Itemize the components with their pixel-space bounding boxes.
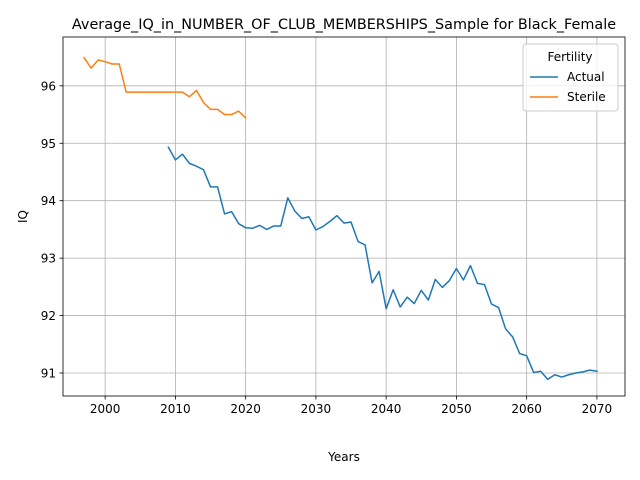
- series-lines: [83, 56, 598, 381]
- legend: Fertility Actual Sterile: [522, 43, 619, 112]
- plot-frame: [62, 36, 626, 397]
- series-line-sterile: [83, 56, 247, 120]
- x-tick-label: 2070: [582, 402, 613, 416]
- x-tick-label: 2040: [371, 402, 402, 416]
- x-tick-label: 2060: [511, 402, 542, 416]
- x-tick-label: 2000: [90, 402, 121, 416]
- y-tick-label: 93: [41, 252, 56, 266]
- y-tick-label: 92: [41, 309, 56, 323]
- chart-title: Average_IQ_in_NUMBER_OF_CLUB_MEMBERSHIPS…: [72, 17, 616, 33]
- legend-label-actual: Actual: [567, 70, 605, 84]
- x-tick-label: 2030: [301, 402, 332, 416]
- x-tick-label: 2050: [441, 402, 472, 416]
- y-tick-label: 95: [41, 137, 56, 151]
- y-tick-label: 96: [41, 79, 56, 93]
- x-axis-ticks: 2000 2010 2020 2030 2040 2050 2060 2070: [90, 396, 612, 416]
- y-tick-label: 94: [41, 194, 56, 208]
- x-axis-label: Years: [327, 450, 360, 464]
- x-tick-label: 2010: [160, 402, 191, 416]
- y-tick-label: 91: [41, 367, 56, 381]
- y-axis-ticks: 91 92 93 94 95 96: [41, 79, 63, 381]
- series-line-actual: [167, 146, 598, 381]
- y-axis-label: IQ: [16, 210, 30, 223]
- legend-title: Fertility: [547, 50, 592, 64]
- legend-box: [522, 43, 619, 112]
- x-tick-label: 2020: [230, 402, 261, 416]
- legend-label-sterile: Sterile: [567, 90, 606, 104]
